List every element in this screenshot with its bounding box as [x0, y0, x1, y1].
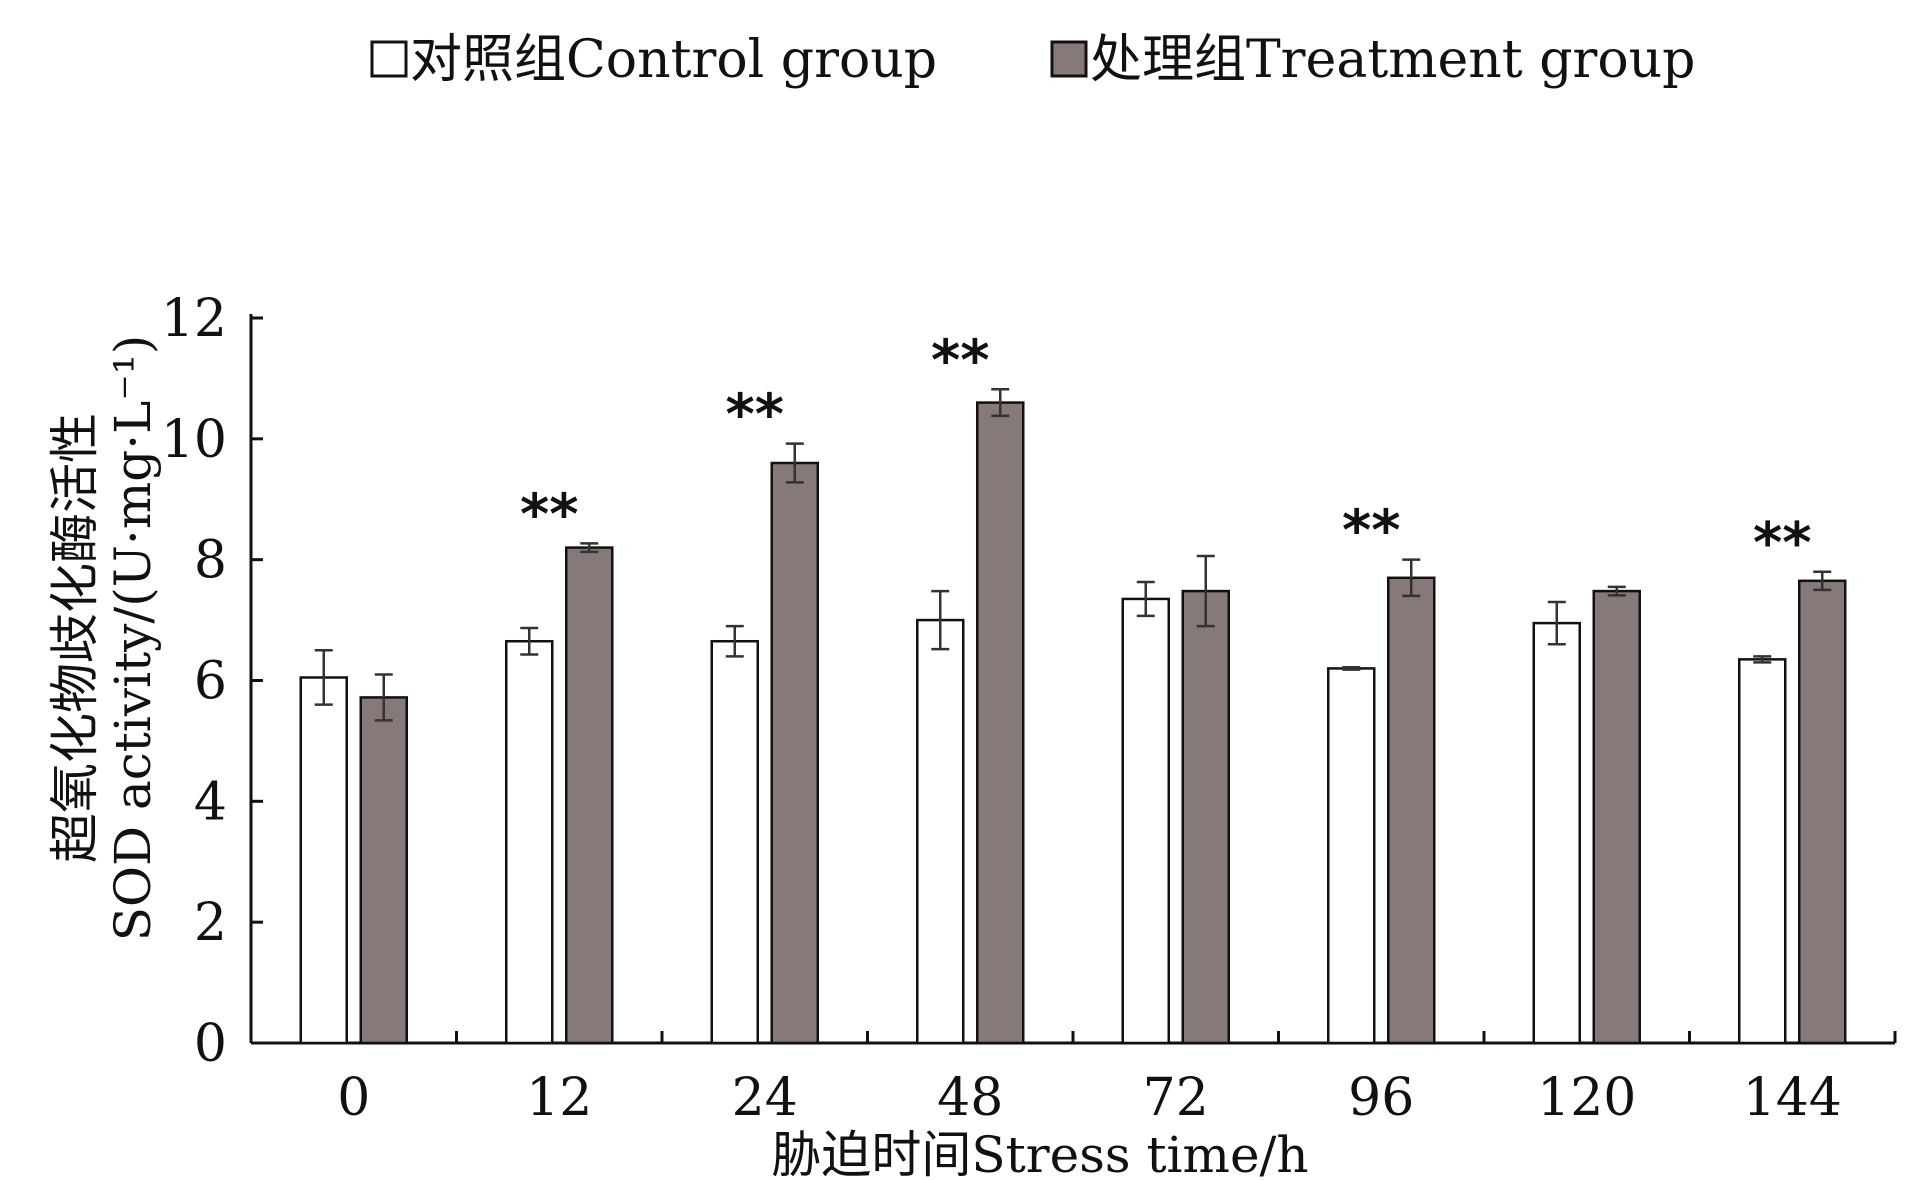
bar-treatment [1387, 576, 1436, 1045]
legend-label-control: 对照组Control group [410, 30, 937, 90]
significance-label: ** [1342, 499, 1401, 564]
x-axis-title: 胁迫时间Stress time/h [771, 1126, 1308, 1180]
bar-treatment [1798, 579, 1847, 1045]
bar-treatment [1592, 589, 1641, 1045]
significance-label: ** [1753, 511, 1812, 576]
significance-label: ** [931, 328, 990, 393]
bar-treatment [359, 696, 408, 1045]
bar-control [1121, 597, 1170, 1045]
legend-swatch-control [370, 40, 408, 78]
bar-treatment [565, 546, 614, 1045]
x-tick-label: 72 [1143, 1068, 1209, 1128]
x-tick-label: 12 [526, 1068, 592, 1128]
bar-treatment [1181, 589, 1230, 1045]
bar-control [1327, 667, 1376, 1045]
bar-control [916, 618, 965, 1045]
y-tick-label: 12 [161, 289, 227, 349]
x-tick-label: 96 [1348, 1068, 1414, 1128]
bar-control [1738, 658, 1787, 1045]
y-tick-label: 10 [161, 410, 227, 470]
bar-control [299, 676, 348, 1045]
y-tick-label: 8 [194, 531, 227, 591]
x-tick-label: 120 [1537, 1068, 1636, 1128]
legend: 对照组Control group 处理组Treatment group [370, 30, 1695, 90]
significance-label: ** [725, 383, 784, 448]
y-tick-label: 0 [194, 1014, 227, 1074]
x-tick-label: 48 [937, 1068, 1003, 1128]
y-tick-label: 2 [194, 893, 227, 953]
legend-swatch-treatment [1050, 40, 1088, 78]
bar-control [1532, 621, 1581, 1045]
y-axis-title-cn: 超氧化物歧化酶活性 [46, 413, 104, 863]
legend-label-treatment: 处理组Treatment group [1090, 30, 1695, 90]
bar-control [710, 639, 759, 1045]
x-tick-label: 0 [337, 1068, 370, 1128]
y-axis-title-en: SOD activity/(U·mg·L⁻¹) [104, 335, 162, 942]
bar-control [505, 639, 554, 1045]
x-tick-label: 24 [732, 1068, 798, 1128]
bar-treatment [770, 461, 819, 1045]
significance-label: ** [520, 482, 579, 547]
bar-treatment [976, 401, 1025, 1045]
y-tick-label: 4 [194, 772, 227, 832]
y-tick-label: 6 [194, 652, 227, 712]
x-tick-label: 144 [1743, 1068, 1842, 1128]
